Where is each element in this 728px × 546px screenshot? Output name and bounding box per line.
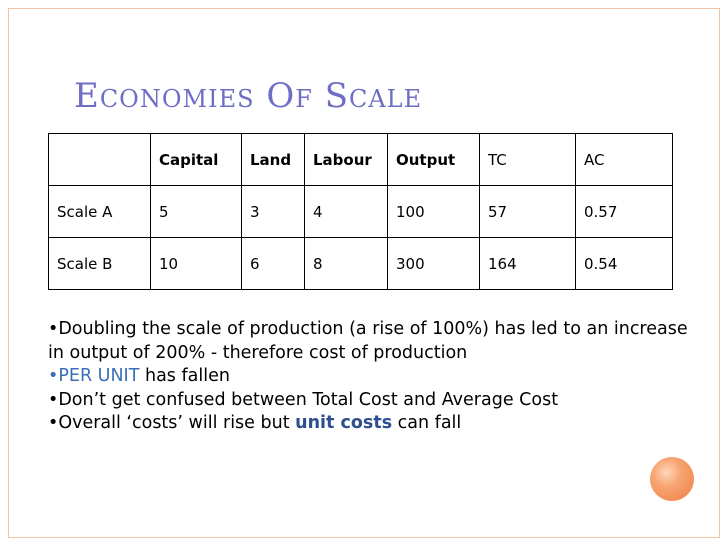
table-row: Scale A 5 3 4 100 57 0.57 xyxy=(48,185,673,238)
bullet-per-unit: •PER UNIT has fallen xyxy=(48,365,688,389)
bullet-text: •Overall ‘costs’ will rise but xyxy=(48,413,296,433)
decorative-orb xyxy=(650,457,694,501)
slide-title: Economies Of Scale xyxy=(74,76,423,116)
table-cell: 3 xyxy=(241,185,305,238)
per-unit-highlight: PER UNIT xyxy=(58,366,140,386)
table-row-label: Scale B xyxy=(48,237,151,290)
table-cell: 8 xyxy=(304,237,388,290)
table-header-cell: Output xyxy=(387,133,480,186)
table-cell: 100 xyxy=(387,185,480,238)
bullet-total-vs-average: •Don’t get confused between Total Cost a… xyxy=(48,389,559,410)
table-header-cell xyxy=(48,133,151,186)
table-header-cell: Capital xyxy=(150,133,242,186)
table-cell: 4 xyxy=(304,185,388,238)
bullet-doubling-scale: •Doubling the scale of production (a ris… xyxy=(48,319,688,363)
table-cell: 164 xyxy=(479,237,576,290)
unit-costs-highlight: unit costs xyxy=(295,413,393,433)
scale-table: Capital Land Labour Output TC AC Scale A… xyxy=(48,133,673,290)
table-header-cell: Labour xyxy=(304,133,388,186)
table-header-cell: AC xyxy=(575,133,673,186)
bullet-unit-costs: •Overall ‘costs’ will rise but unit cost… xyxy=(48,412,688,436)
bullet-text: has fallen xyxy=(139,366,230,386)
table-cell: 300 xyxy=(387,237,480,290)
table-header-cell: TC xyxy=(479,133,576,186)
table-cell: 0.54 xyxy=(575,237,673,290)
table-cell: 5 xyxy=(150,185,242,238)
table-cell: 10 xyxy=(150,237,242,290)
table-header-row: Capital Land Labour Output TC AC xyxy=(48,133,673,186)
table-row: Scale B 10 6 8 300 164 0.54 xyxy=(48,237,673,290)
slide-frame xyxy=(8,8,720,538)
table-cell: 0.57 xyxy=(575,185,673,238)
bullet-marker: • xyxy=(48,366,59,386)
table-row-label: Scale A xyxy=(48,185,151,238)
table-header-cell: Land xyxy=(241,133,305,186)
table-cell: 6 xyxy=(241,237,305,290)
bullet-text: can fall xyxy=(392,413,462,433)
table-cell: 57 xyxy=(479,185,576,238)
bullet-list: •Doubling the scale of production (a ris… xyxy=(48,318,688,436)
